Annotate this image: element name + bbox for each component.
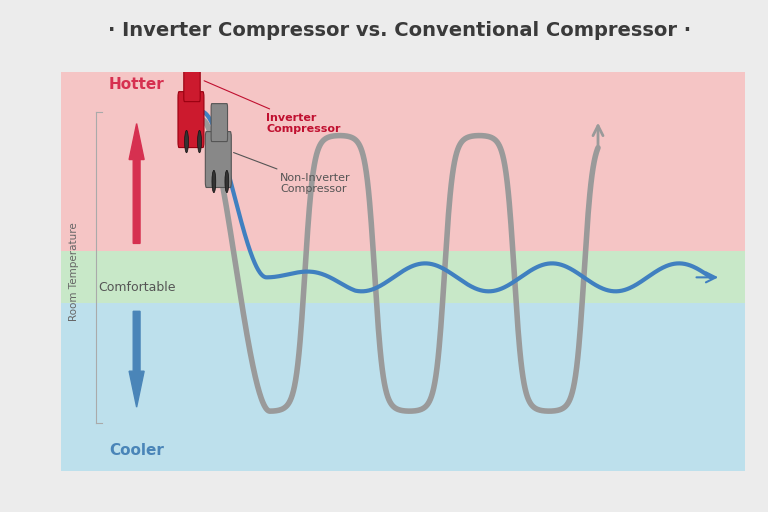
Bar	[61, 303, 745, 471]
Text: Comfortable: Comfortable	[98, 282, 175, 294]
FancyBboxPatch shape	[205, 132, 231, 187]
FancyBboxPatch shape	[184, 63, 200, 101]
FancyBboxPatch shape	[211, 103, 227, 141]
Text: Hotter: Hotter	[109, 77, 164, 92]
Text: Room Temperature: Room Temperature	[69, 222, 79, 321]
Text: · Inverter Compressor vs. Conventional Compressor ·: · Inverter Compressor vs. Conventional C…	[108, 21, 691, 40]
Text: Inverter
Compressor: Inverter Compressor	[204, 81, 341, 134]
Bar	[61, 251, 745, 303]
Circle shape	[197, 131, 201, 153]
Circle shape	[212, 170, 216, 193]
Text: Cooler: Cooler	[109, 443, 164, 458]
FancyArrow shape	[129, 311, 144, 407]
Circle shape	[184, 131, 188, 153]
Text: Non-Inverter
Compressor: Non-Inverter Compressor	[233, 153, 351, 194]
Circle shape	[225, 170, 229, 193]
FancyArrow shape	[129, 123, 144, 243]
Bar	[61, 72, 745, 251]
FancyBboxPatch shape	[178, 92, 204, 147]
